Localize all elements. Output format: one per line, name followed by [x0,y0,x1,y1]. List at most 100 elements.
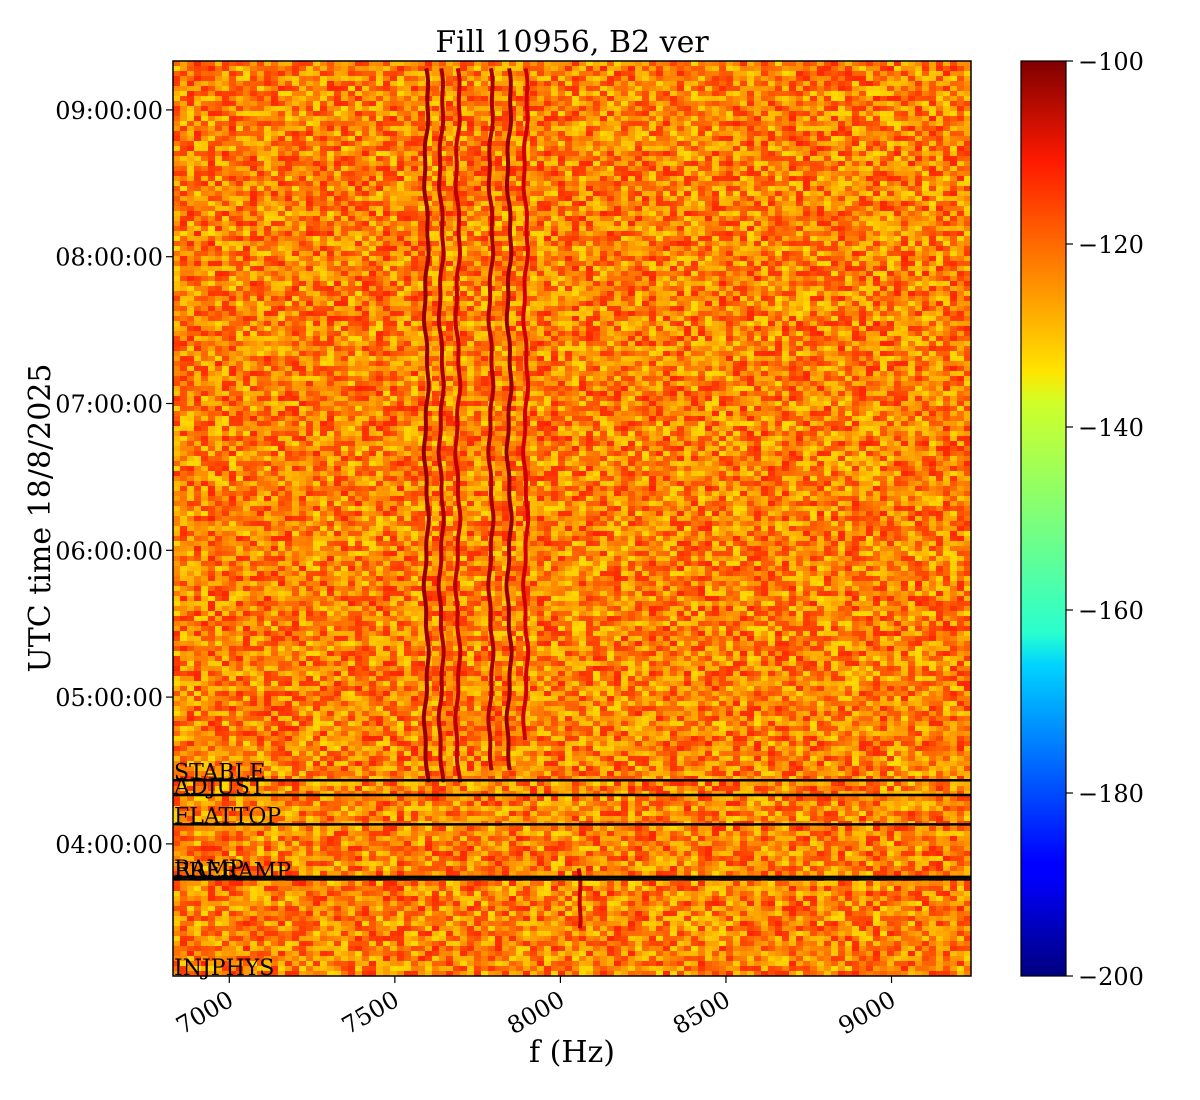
heatmap-cell [236,101,243,106]
heatmap-cell [488,186,495,191]
heatmap-cell [936,186,943,191]
heatmap-cell [278,181,285,186]
heatmap-cell [341,111,348,116]
heatmap-cell [460,191,467,196]
heatmap-cell [187,141,194,146]
heatmap-cell [502,66,509,71]
heatmap-cell [327,191,334,196]
heatmap-cell [544,256,551,261]
heatmap-cell [775,91,782,96]
heatmap-cell [866,106,873,111]
heatmap-cell [376,276,383,281]
heatmap-cell [257,201,264,206]
heatmap-cell [887,236,894,241]
heatmap-cell [530,266,537,271]
heatmap-cell [411,111,418,116]
heatmap-cell [803,86,810,91]
heatmap-cell [264,146,271,151]
heatmap-cell [607,71,614,76]
heatmap-cell [222,186,229,191]
heatmap-cell [313,161,320,166]
heatmap-cell [418,111,425,116]
heatmap-cell [271,266,278,271]
heatmap-cell [572,181,579,186]
heatmap-cell [719,181,726,186]
heatmap-cell [656,191,663,196]
heatmap-cell [950,171,957,176]
heatmap-cell [754,216,761,221]
heatmap-cell [803,101,810,106]
heatmap-cell [908,256,915,261]
heatmap-cell [628,216,635,221]
heatmap-cell [950,106,957,111]
heatmap-cell [614,96,621,101]
heatmap-cell [537,176,544,181]
heatmap-cell [320,106,327,111]
heatmap-cell [481,191,488,196]
heatmap-cell [474,81,481,86]
heatmap-cell [355,141,362,146]
heatmap-cell [173,131,180,136]
heatmap-cell [922,171,929,176]
heatmap-cell [621,216,628,221]
heatmap-cell [915,221,922,226]
heatmap-cell [873,141,880,146]
heatmap-cell [341,246,348,251]
heatmap-cell [740,231,747,236]
heatmap-cell [208,81,215,86]
heatmap-cell [565,276,572,281]
heatmap-cell [551,261,558,266]
heatmap-cell [740,176,747,181]
heatmap-cell [908,61,915,66]
heatmap-cell [663,196,670,201]
heatmap-cell [670,171,677,176]
heatmap-cell [901,76,908,81]
heatmap-cell [516,191,523,196]
heatmap-cell [824,186,831,191]
heatmap-cell [810,221,817,226]
heatmap-cell [432,156,439,161]
heatmap-cell [355,76,362,81]
heatmap-cell [439,146,446,151]
heatmap-cell [215,196,222,201]
heatmap-cell [572,196,579,201]
heatmap-cell [880,246,887,251]
heatmap-cell [208,76,215,81]
heatmap-cell [558,231,565,236]
heatmap-cell [733,166,740,171]
heatmap-cell [670,166,677,171]
heatmap-cell [180,271,187,276]
heatmap-cell [173,256,180,261]
heatmap-cell [964,221,971,226]
heatmap-cell [292,121,299,126]
heatmap-cell [390,261,397,266]
heatmap-cell [271,131,278,136]
heatmap-cell [285,166,292,171]
heatmap-cell [215,146,222,151]
heatmap-cell [950,86,957,91]
heatmap-cell [551,121,558,126]
heatmap-cell [908,181,915,186]
heatmap-cell [733,146,740,151]
heatmap-cell [929,261,936,266]
heatmap-cell [677,101,684,106]
heatmap-cell [313,66,320,71]
heatmap-cell [712,246,719,251]
heatmap-cell [817,76,824,81]
heatmap-cell [852,101,859,106]
heatmap-cell [474,206,481,211]
heatmap-cell [201,191,208,196]
heatmap-cell [880,261,887,266]
heatmap-cell [355,236,362,241]
heatmap-cell [887,201,894,206]
heatmap-cell [880,256,887,261]
heatmap-cell [194,146,201,151]
heatmap-cell [831,151,838,156]
heatmap-cell [264,216,271,221]
heatmap-cell [348,196,355,201]
heatmap-cell [551,86,558,91]
heatmap-cell [236,146,243,151]
heatmap-cell [383,81,390,86]
heatmap-cell [257,146,264,151]
heatmap-cell [796,126,803,131]
